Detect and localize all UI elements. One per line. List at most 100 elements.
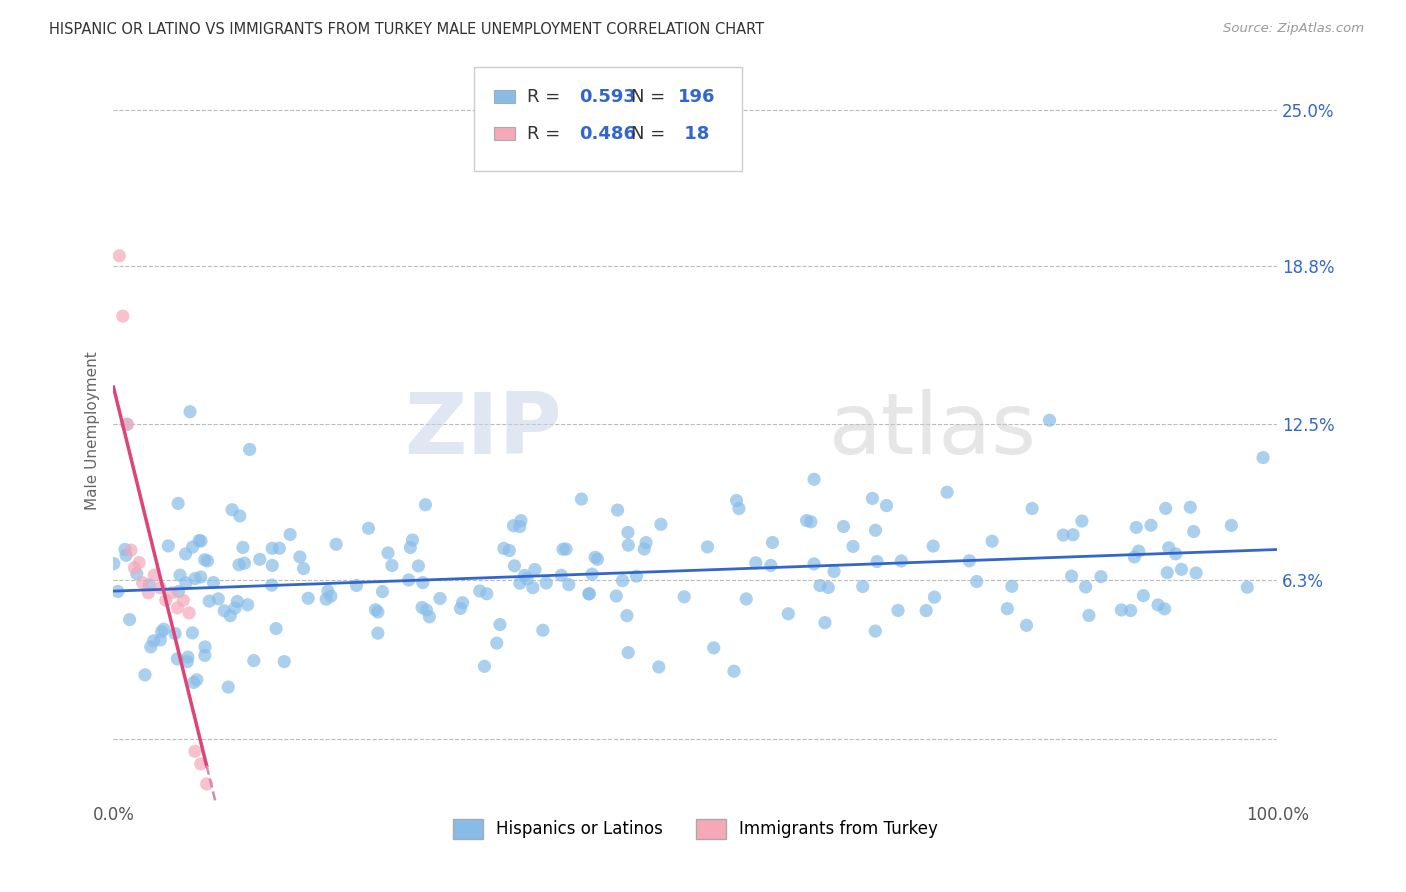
Point <box>1157 541 1180 555</box>
Point <box>586 552 609 566</box>
Point <box>1220 518 1243 533</box>
Point <box>817 581 839 595</box>
Point <box>114 542 136 557</box>
Point <box>492 541 515 556</box>
Point <box>134 668 156 682</box>
Point <box>138 586 160 600</box>
Point <box>606 503 628 517</box>
Text: Source: ZipAtlas.com: Source: ZipAtlas.com <box>1223 22 1364 36</box>
Point <box>513 568 536 582</box>
Point <box>418 609 440 624</box>
Point <box>612 574 634 588</box>
Point <box>915 604 938 618</box>
Point <box>346 578 368 592</box>
Point <box>531 624 554 638</box>
Point <box>626 569 648 583</box>
Point <box>1156 566 1178 580</box>
Point <box>194 648 217 663</box>
Point <box>745 556 768 570</box>
Point <box>316 584 339 599</box>
Point <box>852 579 875 593</box>
Point <box>297 591 319 606</box>
Point <box>269 541 291 556</box>
Point <box>796 514 818 528</box>
Text: 0.486: 0.486 <box>579 125 636 143</box>
Point <box>177 650 200 665</box>
Point <box>411 600 433 615</box>
Point <box>124 560 146 574</box>
Point <box>735 591 758 606</box>
Point <box>1154 501 1177 516</box>
FancyBboxPatch shape <box>474 67 742 171</box>
Point <box>1038 413 1060 427</box>
Point <box>617 525 640 540</box>
Text: R =: R = <box>527 87 565 105</box>
Point <box>571 491 593 506</box>
Point <box>111 309 134 323</box>
Point <box>131 575 153 590</box>
Point <box>319 589 342 603</box>
Point <box>160 586 183 600</box>
Point <box>803 557 825 571</box>
Point <box>673 590 696 604</box>
Point <box>143 568 166 582</box>
Point <box>617 538 640 552</box>
Point <box>181 540 204 554</box>
Text: N =: N = <box>631 125 672 143</box>
Point <box>408 558 430 573</box>
Point <box>522 581 544 595</box>
Point <box>232 541 254 555</box>
Point <box>1170 562 1192 576</box>
Point <box>149 632 172 647</box>
Text: 0.593: 0.593 <box>579 87 636 105</box>
Point <box>166 652 188 666</box>
Point <box>1182 524 1205 539</box>
Point <box>184 572 207 586</box>
Point <box>120 543 142 558</box>
Point <box>617 646 640 660</box>
Point <box>103 557 125 571</box>
Point <box>108 249 131 263</box>
Point <box>842 540 865 554</box>
Point <box>981 534 1004 549</box>
Point <box>516 572 538 586</box>
Point <box>634 535 657 549</box>
Point <box>167 584 190 599</box>
Point <box>936 485 959 500</box>
Point <box>197 554 219 568</box>
Point <box>865 523 887 537</box>
Point <box>179 606 201 620</box>
Point <box>814 615 837 630</box>
Point <box>107 584 129 599</box>
Point <box>221 502 243 516</box>
Point <box>288 549 311 564</box>
Point <box>489 617 512 632</box>
Text: HISPANIC OR LATINO VS IMMIGRANTS FROM TURKEY MALE UNEMPLOYMENT CORRELATION CHART: HISPANIC OR LATINO VS IMMIGRANTS FROM TU… <box>49 22 765 37</box>
Point <box>115 417 138 432</box>
Point <box>578 587 600 601</box>
Text: ZIP: ZIP <box>404 389 561 472</box>
Point <box>498 543 520 558</box>
Legend: Hispanics or Latinos, Immigrants from Turkey: Hispanics or Latinos, Immigrants from Tu… <box>446 813 945 846</box>
Point <box>195 777 218 791</box>
Point <box>808 578 831 592</box>
Point <box>377 546 399 560</box>
Point <box>243 654 266 668</box>
Point <box>648 660 671 674</box>
Point <box>450 601 472 615</box>
Point <box>166 601 188 615</box>
Point <box>155 593 177 607</box>
Text: 196: 196 <box>678 87 716 105</box>
Point <box>181 625 204 640</box>
Point <box>803 472 825 486</box>
Point <box>202 575 225 590</box>
Point <box>1236 580 1258 594</box>
Point <box>1001 579 1024 593</box>
Point <box>696 540 718 554</box>
Point <box>1180 500 1202 515</box>
Point <box>117 417 139 432</box>
Text: 18: 18 <box>678 125 709 143</box>
Point <box>172 593 194 607</box>
Point <box>150 624 173 639</box>
Point <box>578 587 600 601</box>
